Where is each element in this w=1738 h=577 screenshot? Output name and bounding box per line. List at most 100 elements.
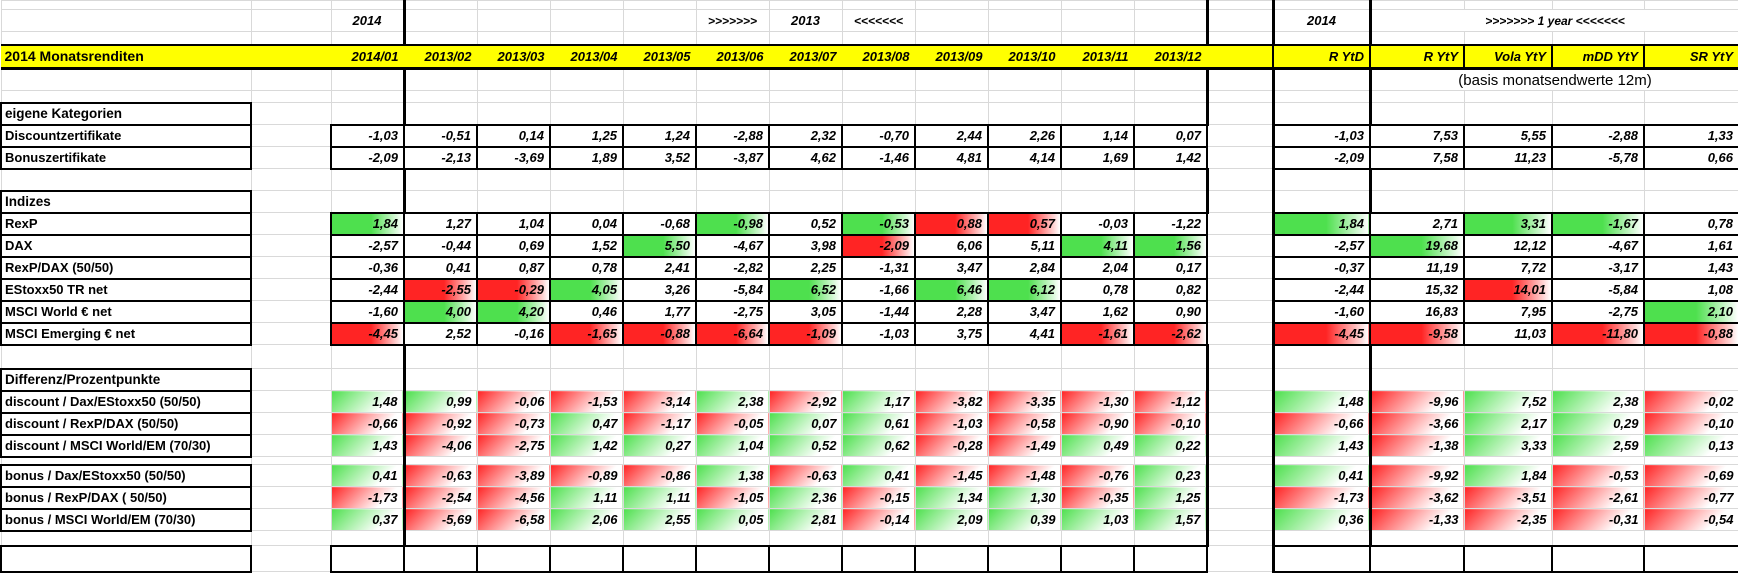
value-cell[interactable]: -3,17 (1551, 255, 1645, 280)
value-cell[interactable]: -1,31 (841, 255, 916, 280)
row-label[interactable]: Bonuszertifikate (0, 145, 252, 170)
section-title[interactable]: Differenz/Prozentpunkte (0, 367, 252, 392)
value-cell[interactable]: -9,58 (1369, 321, 1465, 346)
value-cell[interactable]: 1,38 (695, 464, 770, 487)
value-cell[interactable]: 1,69 (1060, 145, 1135, 170)
value-cell[interactable]: 11,19 (1369, 255, 1465, 280)
value-cell[interactable]: -11,80 (1551, 321, 1645, 346)
value-cell[interactable]: 2,59 (1551, 434, 1645, 457)
value-cell[interactable]: -5,78 (1551, 145, 1645, 170)
value-cell[interactable]: -2,09 (330, 145, 405, 170)
value-cell[interactable]: -3,51 (1463, 486, 1553, 509)
value-cell[interactable]: -0,77 (1643, 486, 1738, 509)
value-cell[interactable]: -6,64 (695, 321, 770, 346)
value-cell[interactable]: 0,36 (1272, 508, 1372, 531)
value-cell[interactable]: -9,92 (1369, 464, 1465, 487)
value-cell[interactable]: -1,44 (841, 299, 916, 324)
value-cell[interactable]: -0,37 (1272, 255, 1371, 280)
value-cell[interactable]: -1,22 (1133, 211, 1208, 236)
value-cell[interactable]: 0,66 (1643, 145, 1738, 170)
value-cell[interactable]: 2,41 (622, 255, 697, 280)
month-header[interactable]: 2013/12 (1133, 43, 1208, 70)
value-cell[interactable]: -1,30 (1060, 390, 1135, 413)
value-cell[interactable]: 3,33 (1463, 434, 1553, 457)
value-cell[interactable]: 0,99 (403, 390, 478, 413)
value-cell[interactable]: 0,13 (1643, 434, 1738, 457)
value-cell[interactable]: -0,44 (403, 233, 478, 258)
value-cell[interactable]: -3,87 (695, 145, 770, 170)
value-cell[interactable]: 3,98 (768, 233, 843, 258)
value-cell[interactable]: 4,00 (403, 299, 478, 324)
value-cell[interactable]: -0,88 (622, 321, 697, 346)
value-cell[interactable]: -2,57 (1272, 233, 1371, 258)
value-cell[interactable]: 2,44 (914, 123, 989, 148)
value-cell[interactable]: -4,67 (695, 233, 770, 258)
row-label[interactable]: bonus / RexP/DAX ( 50/50) (0, 485, 252, 510)
value-cell[interactable]: 11,03 (1463, 321, 1553, 346)
month-header[interactable]: 2013/04 (549, 43, 624, 70)
value-cell[interactable]: 0,41 (1272, 464, 1372, 487)
value-cell[interactable]: -0,98 (695, 211, 770, 236)
row-label[interactable]: RexP/DAX (50/50) (0, 255, 252, 280)
month-header[interactable]: 2013/10 (987, 43, 1062, 70)
value-cell[interactable]: -1,73 (330, 486, 406, 509)
value-cell[interactable]: -3,62 (1369, 486, 1465, 509)
value-cell[interactable]: 19,68 (1369, 233, 1465, 258)
month-header[interactable]: 2013/05 (622, 43, 697, 70)
value-cell[interactable]: 1,89 (549, 145, 624, 170)
value-cell[interactable]: -1,60 (1272, 299, 1371, 324)
value-cell[interactable]: 1,03 (1060, 508, 1135, 531)
value-cell[interactable]: -0,69 (1643, 464, 1738, 487)
value-cell[interactable]: -1,73 (1272, 486, 1372, 509)
value-cell[interactable]: 7,58 (1369, 145, 1465, 170)
value-cell[interactable]: 2,55 (622, 508, 697, 531)
value-cell[interactable]: 0,39 (987, 508, 1062, 531)
value-cell[interactable]: -5,84 (1551, 277, 1645, 302)
value-cell[interactable]: -2,44 (330, 277, 405, 302)
value-cell[interactable]: 5,11 (987, 233, 1062, 258)
value-cell[interactable]: 0,07 (768, 412, 843, 435)
section-title[interactable]: Indizes (0, 189, 252, 214)
value-cell[interactable]: 1,08 (1643, 277, 1738, 302)
value-cell[interactable]: 1,25 (549, 123, 624, 148)
value-cell[interactable]: 4,05 (549, 277, 624, 302)
value-cell[interactable]: 11,23 (1463, 145, 1553, 170)
value-cell[interactable]: -2,57 (330, 233, 405, 258)
value-cell[interactable]: 0,90 (1133, 299, 1208, 324)
value-cell[interactable]: -0,88 (1643, 321, 1738, 346)
value-cell[interactable]: -1,67 (1551, 211, 1645, 236)
value-cell[interactable]: 3,47 (987, 299, 1062, 324)
value-cell[interactable]: -2,92 (768, 390, 843, 413)
value-cell[interactable]: -2,54 (403, 486, 478, 509)
section-title[interactable]: eigene Kategorien (0, 101, 252, 126)
value-cell[interactable]: 2,09 (914, 508, 989, 531)
value-cell[interactable]: 7,53 (1369, 123, 1465, 148)
value-cell[interactable]: 1,62 (1060, 299, 1135, 324)
value-cell[interactable]: 0,57 (987, 211, 1062, 236)
value-cell[interactable]: -3,82 (914, 390, 989, 413)
value-cell[interactable]: 3,05 (768, 299, 843, 324)
value-cell[interactable]: 0,52 (768, 434, 843, 457)
row-label[interactable]: DAX (0, 233, 252, 258)
value-cell[interactable]: 1,84 (1272, 211, 1371, 236)
value-cell[interactable]: 1,42 (549, 434, 624, 457)
value-cell[interactable]: 6,06 (914, 233, 989, 258)
value-cell[interactable]: -2,62 (1133, 321, 1208, 346)
value-cell[interactable]: -0,36 (330, 255, 405, 280)
value-cell[interactable]: -1,03 (841, 321, 916, 346)
month-header[interactable]: 2013/02 (403, 43, 478, 70)
month-header[interactable]: 2013/11 (1060, 43, 1135, 70)
value-cell[interactable]: -0,35 (1060, 486, 1135, 509)
value-cell[interactable]: 3,47 (914, 255, 989, 280)
value-cell[interactable]: 1,84 (330, 211, 405, 236)
row-label[interactable]: Discountzertifikate (0, 123, 252, 148)
value-cell[interactable]: 1,48 (1272, 390, 1372, 413)
value-cell[interactable]: -0,10 (1643, 412, 1738, 435)
value-cell[interactable]: 1,52 (549, 233, 624, 258)
value-cell[interactable]: -0,76 (1060, 464, 1135, 487)
value-cell[interactable]: 5,55 (1463, 123, 1553, 148)
value-cell[interactable]: -1,17 (622, 412, 697, 435)
value-cell[interactable]: 3,52 (622, 145, 697, 170)
value-cell[interactable]: -2,09 (1272, 145, 1371, 170)
value-cell[interactable]: 0,52 (768, 211, 843, 236)
